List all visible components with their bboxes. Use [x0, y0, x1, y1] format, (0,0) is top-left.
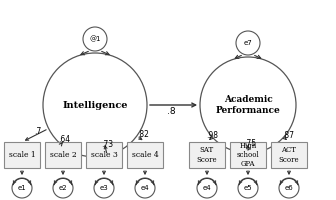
Text: ACT
Score: ACT Score [279, 146, 299, 164]
Bar [127, 142, 163, 168]
Text: .75: .75 [244, 139, 256, 148]
Text: e7: e7 [244, 40, 252, 46]
Text: Academic
Performance: Academic Performance [216, 95, 280, 115]
Bar [271, 142, 307, 168]
Text: e5: e5 [244, 185, 252, 191]
Text: e4: e4 [203, 185, 211, 191]
Text: .82: .82 [137, 130, 149, 139]
Circle shape [236, 31, 260, 55]
Text: e3: e3 [100, 185, 109, 191]
Bar [86, 142, 122, 168]
Text: e4: e4 [141, 185, 149, 191]
Text: e6: e6 [285, 185, 293, 191]
Circle shape [43, 53, 147, 157]
Text: e2: e2 [59, 185, 67, 191]
Circle shape [200, 57, 296, 153]
Bar [4, 142, 40, 168]
Text: .73: .73 [101, 140, 114, 149]
Circle shape [197, 178, 217, 198]
Circle shape [53, 178, 73, 198]
Text: .64: .64 [58, 135, 70, 144]
Bar [230, 142, 266, 168]
Circle shape [238, 178, 258, 198]
Bar [189, 142, 225, 168]
Text: .7: .7 [34, 127, 41, 136]
Text: .98: .98 [206, 131, 218, 140]
Circle shape [83, 27, 107, 51]
Text: .87: .87 [282, 131, 294, 140]
Bar [45, 142, 81, 168]
Text: .8: .8 [167, 108, 175, 116]
Text: scale 4: scale 4 [132, 151, 158, 159]
Text: scale 3: scale 3 [91, 151, 118, 159]
Circle shape [12, 178, 32, 198]
Text: e1: e1 [17, 185, 26, 191]
Text: High
school
GPA: High school GPA [237, 142, 259, 168]
Text: scale 1: scale 1 [9, 151, 35, 159]
Text: @1: @1 [89, 36, 101, 42]
Text: scale 2: scale 2 [50, 151, 76, 159]
Circle shape [94, 178, 114, 198]
Text: Intelligence: Intelligence [62, 100, 128, 110]
Text: SAT
Score: SAT Score [197, 146, 217, 164]
Circle shape [279, 178, 299, 198]
Circle shape [135, 178, 155, 198]
